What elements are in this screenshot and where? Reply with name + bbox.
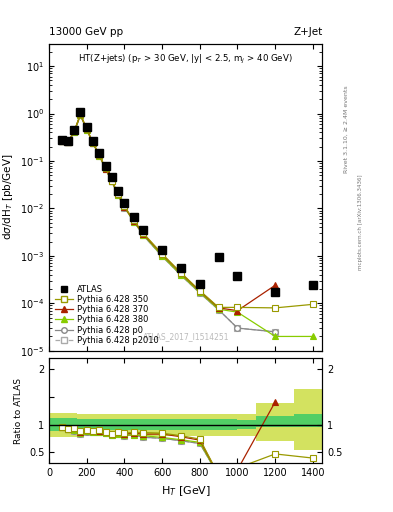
Text: HT(Z+jets) (p$_T$ > 30 GeV, |y| < 2.5, m$_j$ > 40 GeV): HT(Z+jets) (p$_T$ > 30 GeV, |y| < 2.5, m… xyxy=(78,53,293,66)
Text: 13000 GeV pp: 13000 GeV pp xyxy=(49,27,123,37)
X-axis label: H$_T$ [GeV]: H$_T$ [GeV] xyxy=(161,484,211,498)
Y-axis label: d$\sigma$/dH$_T$ [pb/GeV]: d$\sigma$/dH$_T$ [pb/GeV] xyxy=(0,154,15,241)
Text: ATLAS_2017_I1514251: ATLAS_2017_I1514251 xyxy=(142,332,229,342)
Text: Z+Jet: Z+Jet xyxy=(293,27,322,37)
Text: Rivet 3.1.10, ≥ 2.4M events: Rivet 3.1.10, ≥ 2.4M events xyxy=(344,86,349,174)
Legend: ATLAS, Pythia 6.428 350, Pythia 6.428 370, Pythia 6.428 380, Pythia 6.428 p0, Py: ATLAS, Pythia 6.428 350, Pythia 6.428 37… xyxy=(53,283,160,347)
Y-axis label: Ratio to ATLAS: Ratio to ATLAS xyxy=(14,378,23,444)
Text: mcplots.cern.ch [arXiv:1306.3436]: mcplots.cern.ch [arXiv:1306.3436] xyxy=(358,174,363,269)
